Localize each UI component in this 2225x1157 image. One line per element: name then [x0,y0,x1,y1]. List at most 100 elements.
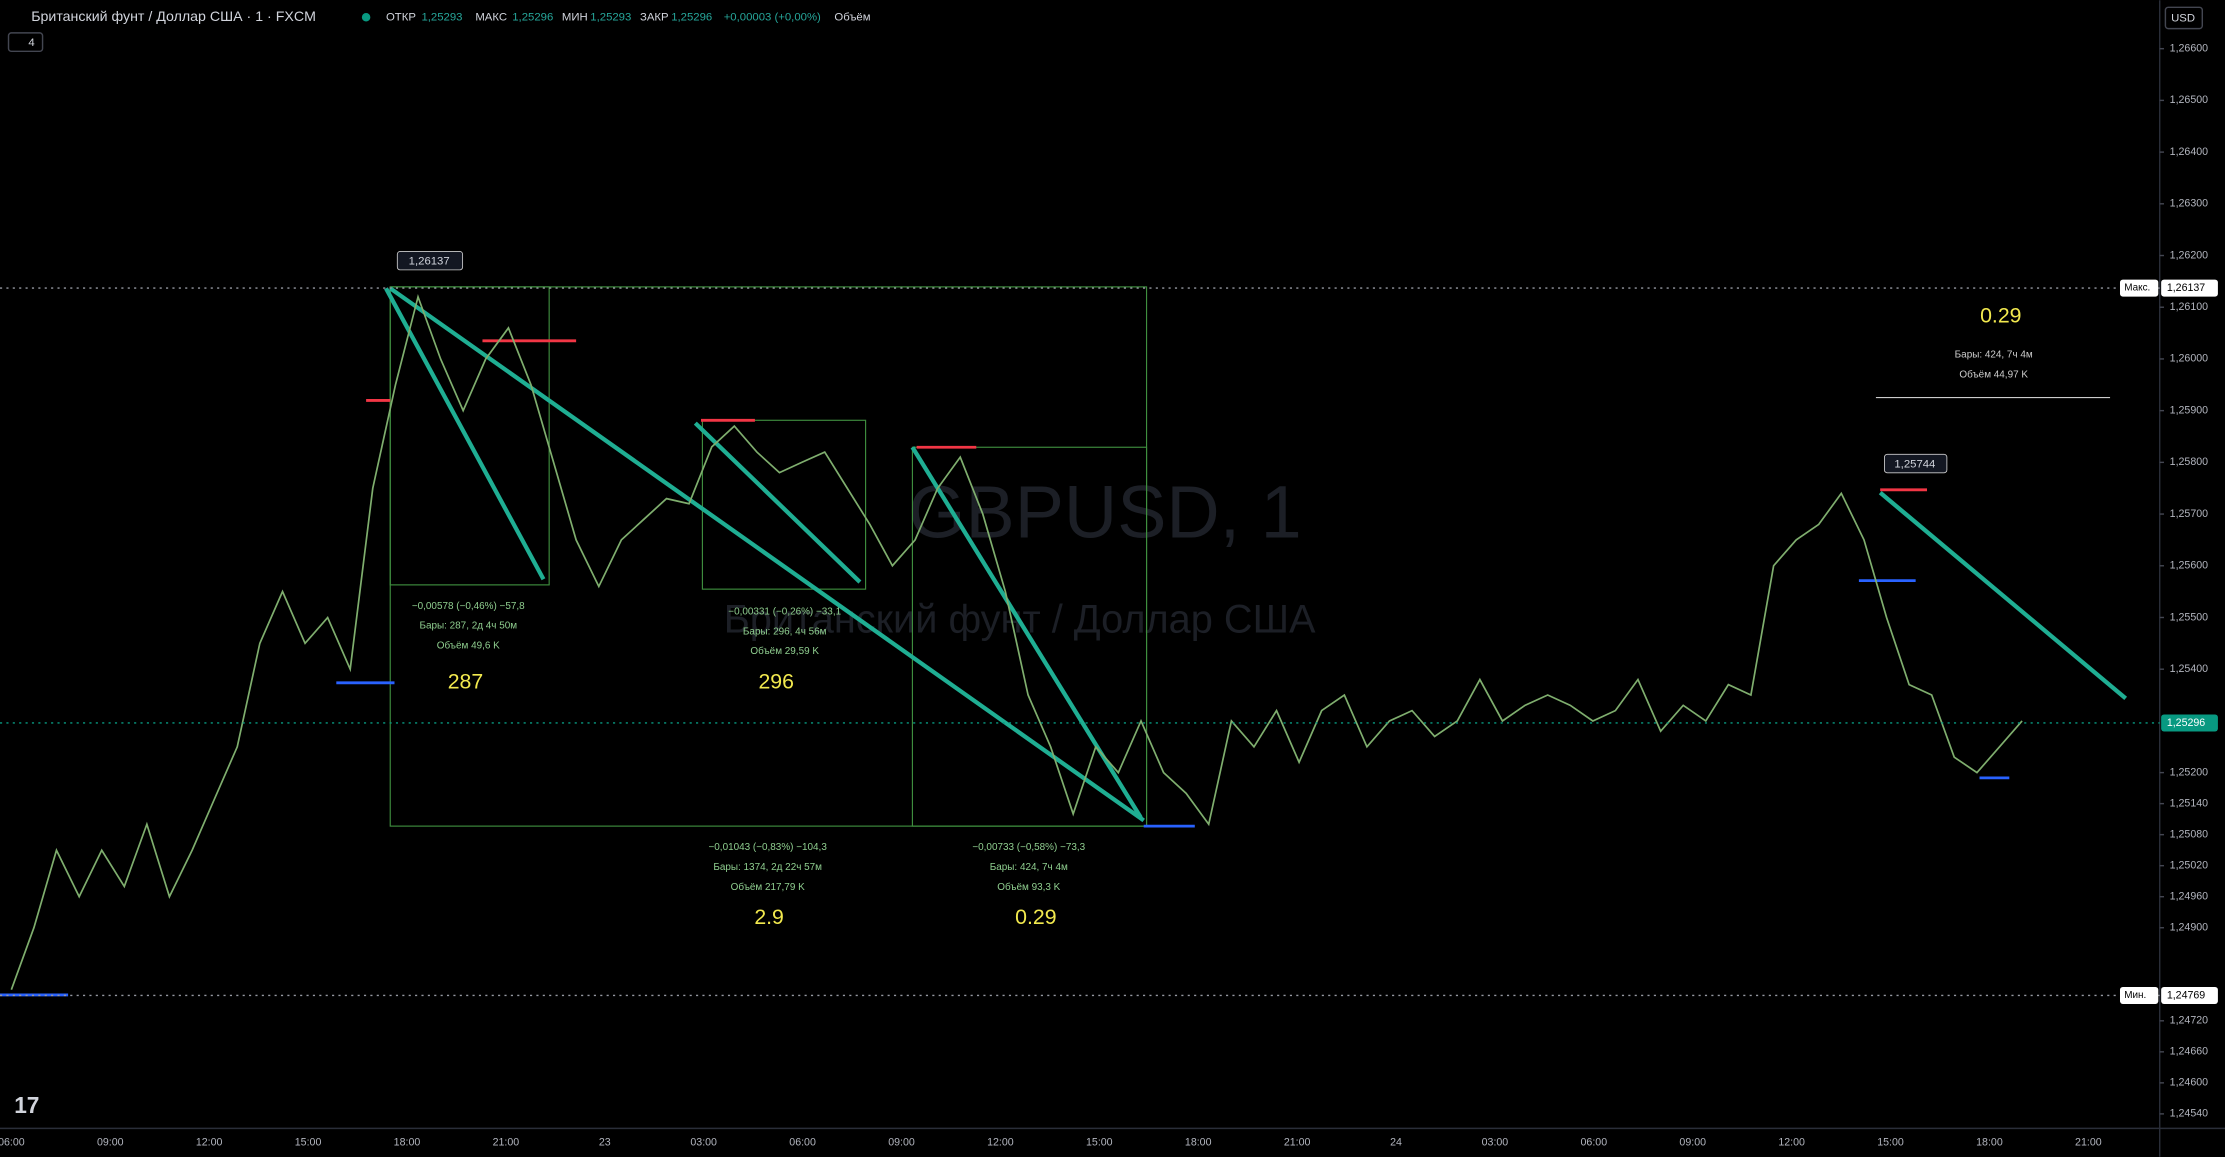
y-tick-label: 1,24540 [2170,1108,2208,1120]
y-tick-label: 1,25080 [2170,828,2208,840]
annotations: 1,26137 1,25744 −0,00578 (−0,46%) −57,8 … [396,250,2033,929]
x-tick-label: 06:00 [0,1136,25,1148]
watermark: GBPUSD, 1 [908,471,1302,554]
measure-text: Бары: 296, 4ч 56м [743,626,827,637]
ohlc-value: 1,25293 [590,11,631,23]
ohlc-label: МАКС [475,11,507,23]
measure-text: −0,01043 (−0,83%) −104,3 [709,842,828,853]
measure-text: Объём 29,59 K [750,646,819,657]
callout-text: 1,25744 [1894,458,1935,470]
price-tag [2119,986,2159,1004]
x-tick-label: 09:00 [97,1136,124,1148]
y-tick-label: 1,25800 [2170,456,2208,468]
currency[interactable]: USD [2171,13,2195,25]
ratio: 296 [758,669,793,693]
measure-text: −0,00331 (−0,26%) −33,1 [728,606,841,617]
ohlc-label: ОТКР [386,11,416,23]
measure-text: Бары: 287, 2д 4ч 50м [419,621,517,632]
trend-arrow [388,286,1145,823]
status-dot [361,13,371,22]
callout [396,250,464,271]
x-tick-label: 15:00 [1877,1136,1904,1148]
ratio: 0.29 [1980,303,2021,327]
x-tick-label: 15:00 [295,1136,322,1148]
callout-text: 1,26137 [409,255,450,267]
x-tick-label: 12:00 [987,1136,1014,1148]
ratio: 287 [448,669,483,693]
ohlc-value: 1,25296 [512,11,553,23]
x-tick-label: 21:00 [2075,1136,2102,1148]
ratio: 0.29 [1015,905,1056,929]
x-tick-label: 24 [1390,1136,1402,1148]
callout [1884,453,1948,474]
x-tick-label: 15:00 [1086,1136,1113,1148]
ohlc-value: 1,25293 [421,11,462,23]
y-tick-label: 1,25900 [2170,404,2208,416]
trend-arrow [384,287,546,581]
y-tick-label: 1,25200 [2170,766,2208,778]
measure-text: Бары: 1374, 2д 22ч 57м [713,862,822,873]
y-tick-label: 1,26400 [2170,146,2208,158]
x-tick-label: 18:00 [394,1136,421,1148]
y-tick-label: 1,26000 [2170,353,2208,365]
y-tick-label: 1,26300 [2170,198,2208,210]
y-tick-label: 1,26600 [2170,42,2208,54]
price-tag [2119,279,2159,297]
x-tick-label: 06:00 [1581,1136,1608,1148]
x-tick-label: 21:00 [1284,1136,1311,1148]
y-tick-label: 1,24960 [2170,891,2208,903]
measure-text: Объём 217,79 K [731,882,805,893]
y-tick-label: 1,25400 [2170,663,2208,675]
measure-box [911,446,1148,827]
x-tick-label: 18:00 [1185,1136,1212,1148]
trend-arrow [693,421,862,584]
indicator-count[interactable]: 4 [28,37,34,49]
symbol-title: Британский фунт / Доллар США · 1 · FXCM [31,9,316,25]
ratio: 2.9 [754,905,784,929]
price-tag-text: 1,24769 [2167,989,2205,1001]
price-line [10,293,2023,991]
price-tag-name: Мин. [2124,990,2146,1001]
price-tag [2161,279,2218,297]
y-tick-label: 1,25140 [2170,797,2208,809]
measure-box [701,419,867,590]
x-tick-label: 03:00 [1482,1136,1509,1148]
header: Британский фунт / Доллар США · 1 · FXCM … [7,6,2204,1118]
y-tick-label: 1,25600 [2170,560,2208,572]
x-tick-label: 21:00 [493,1136,520,1148]
y-tick-label: 1,24660 [2170,1046,2208,1058]
x-tick-label: 09:00 [888,1136,915,1148]
x-tick-label: 12:00 [1778,1136,1805,1148]
x-tick-label: 23 [599,1136,611,1148]
measure-text: −0,00733 (−0,58%) −73,3 [972,842,1085,853]
x-tick-label: 09:00 [1679,1136,1706,1148]
ohlc-change: +0,00003 (+0,00%) [724,11,821,23]
measure-text: Объём 49,6 K [437,641,500,652]
y-tick-label: 1,24900 [2170,922,2208,934]
price-tag-name: Макс. [2124,283,2150,294]
x-tick-label: 18:00 [1976,1136,2003,1148]
indicator-toggle[interactable] [7,32,44,53]
y-tick-label: 1,24720 [2170,1015,2208,1027]
measure-box [389,286,550,586]
price-tag-text: 1,25296 [2167,717,2205,729]
price-tag [2161,986,2218,1004]
ohlc-value: 1,25296 [671,11,712,23]
currency-button[interactable] [2164,6,2204,30]
y-tick-label: 1,24600 [2170,1077,2208,1089]
y-tick-label: 1,25700 [2170,508,2208,520]
measure-text: −0,00578 (−0,46%) −57,8 [412,601,525,612]
ohlc-label: ЗАКР [640,11,669,23]
ohlc-label: Объём [834,11,870,23]
y-tick-label: 1,26100 [2170,301,2208,313]
x-tick-label: 06:00 [789,1136,816,1148]
x-tick-label: 03:00 [690,1136,717,1148]
measure-text: Бары: 424, 7ч 4м [990,862,1068,873]
y-tick-label: 1,26500 [2170,94,2208,106]
price-tag [2161,714,2218,732]
y-tick-label: 1,25020 [2170,859,2208,871]
y-tick-label: 1,25500 [2170,611,2208,623]
measure-text: Объём 44,97 K [1959,369,2028,380]
